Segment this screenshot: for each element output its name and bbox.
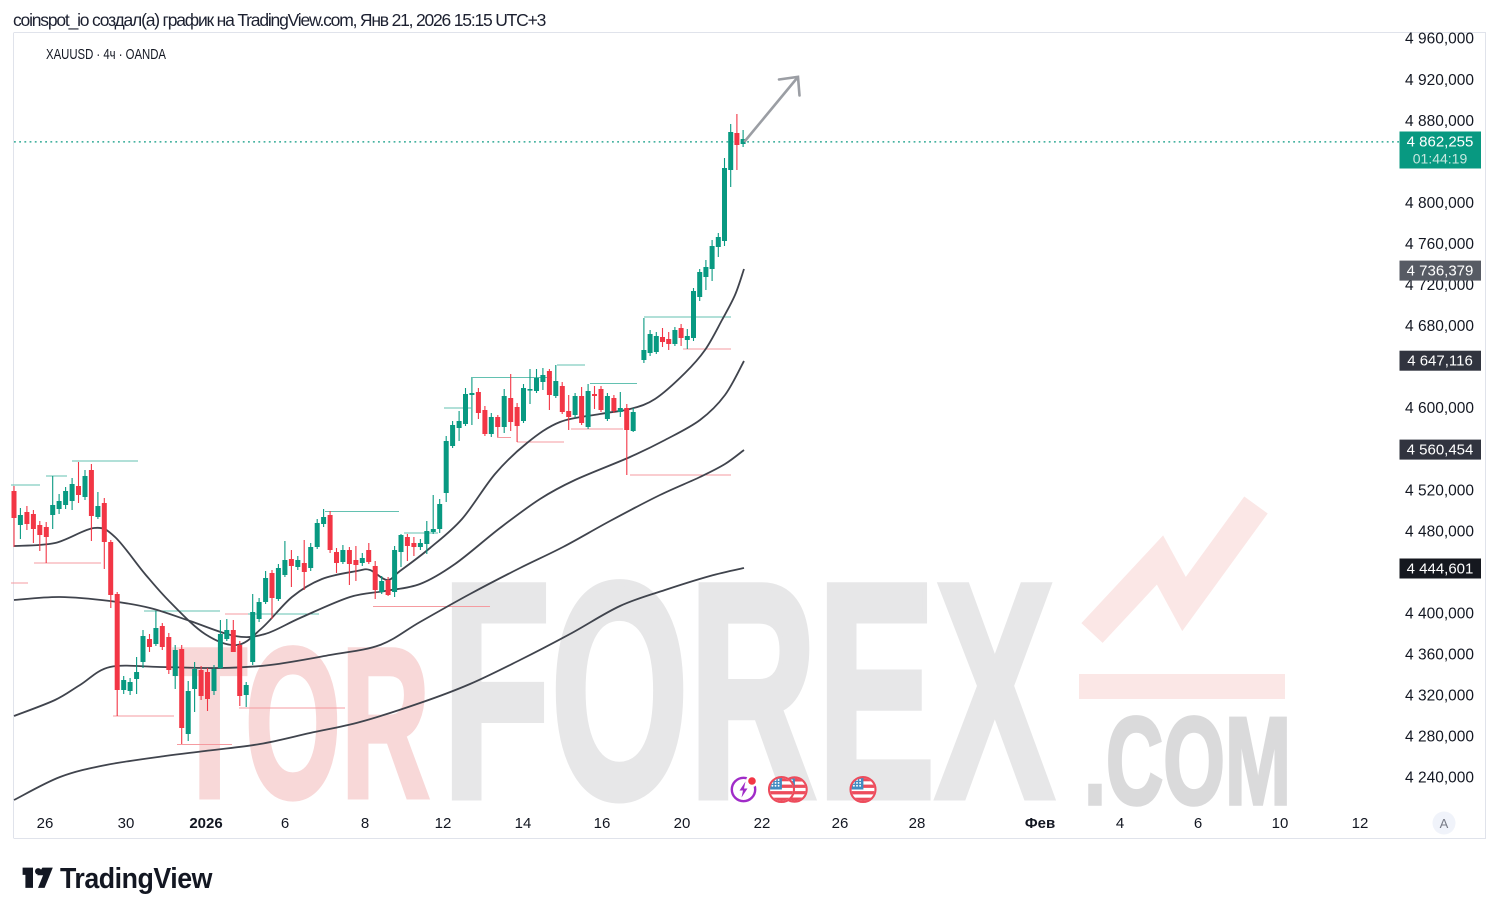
svg-text:4 480,000: 4 480,000	[1405, 523, 1474, 540]
svg-text:01:44:19: 01:44:19	[1413, 151, 1468, 167]
svg-text:4 647,116: 4 647,116	[1407, 353, 1473, 370]
svg-text:4 960,000: 4 960,000	[1405, 31, 1474, 48]
svg-text:4 800,000: 4 800,000	[1405, 195, 1474, 212]
svg-text:28: 28	[909, 815, 926, 832]
svg-text:4 880,000: 4 880,000	[1405, 113, 1474, 130]
svg-text:4 760,000: 4 760,000	[1405, 236, 1474, 253]
svg-text:4 920,000: 4 920,000	[1405, 72, 1474, 89]
svg-text:22: 22	[754, 815, 771, 832]
svg-text:4 720,000: 4 720,000	[1405, 277, 1474, 294]
svg-text:4 680,000: 4 680,000	[1405, 318, 1474, 335]
svg-text:2026: 2026	[189, 815, 222, 832]
svg-text:FOREX: FOREX	[442, 520, 1055, 863]
svg-text:4 560,454: 4 560,454	[1407, 442, 1474, 459]
svg-text:TOR: TOR	[172, 604, 430, 843]
svg-text:16: 16	[594, 815, 611, 832]
svg-text:.COM: .COM	[1084, 693, 1291, 831]
svg-text:4 862,255: 4 862,255	[1407, 134, 1474, 151]
svg-text:10: 10	[1272, 815, 1289, 832]
svg-text:4 600,000: 4 600,000	[1405, 400, 1474, 417]
svg-text:30: 30	[118, 815, 135, 832]
svg-text:26: 26	[832, 815, 849, 832]
svg-text:8: 8	[361, 815, 369, 832]
svg-text:14: 14	[515, 815, 532, 832]
svg-text:4 520,000: 4 520,000	[1405, 482, 1474, 499]
svg-text:26: 26	[37, 815, 54, 832]
svg-text:XAUUSD · 4ч · OANDA: XAUUSD · 4ч · OANDA	[46, 47, 166, 63]
svg-text:12: 12	[1352, 815, 1369, 832]
svg-text:12: 12	[435, 815, 452, 832]
svg-text:4 736,379: 4 736,379	[1407, 263, 1474, 280]
svg-text:4 360,000: 4 360,000	[1405, 647, 1474, 664]
svg-text:4 444,601: 4 444,601	[1407, 561, 1474, 578]
svg-text:4 280,000: 4 280,000	[1405, 729, 1474, 746]
svg-text:6: 6	[1194, 815, 1202, 832]
svg-text:6: 6	[281, 815, 289, 832]
svg-text:coinspot_io создал(а) график н: coinspot_io создал(а) график на TradingV…	[13, 10, 546, 31]
svg-text:4 320,000: 4 320,000	[1405, 688, 1474, 705]
svg-text:Фев: Фев	[1025, 815, 1055, 832]
svg-text:4 240,000: 4 240,000	[1405, 770, 1474, 787]
svg-text:TradingView: TradingView	[60, 863, 213, 895]
svg-text:A: A	[1440, 816, 1449, 831]
svg-text:20: 20	[674, 815, 691, 832]
svg-text:4 400,000: 4 400,000	[1405, 606, 1474, 623]
svg-text:4: 4	[1116, 815, 1124, 832]
